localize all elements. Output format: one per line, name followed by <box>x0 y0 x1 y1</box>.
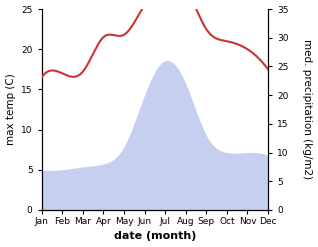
Y-axis label: max temp (C): max temp (C) <box>5 74 16 145</box>
Y-axis label: med. precipitation (kg/m2): med. precipitation (kg/m2) <box>302 40 313 180</box>
X-axis label: date (month): date (month) <box>114 231 196 242</box>
